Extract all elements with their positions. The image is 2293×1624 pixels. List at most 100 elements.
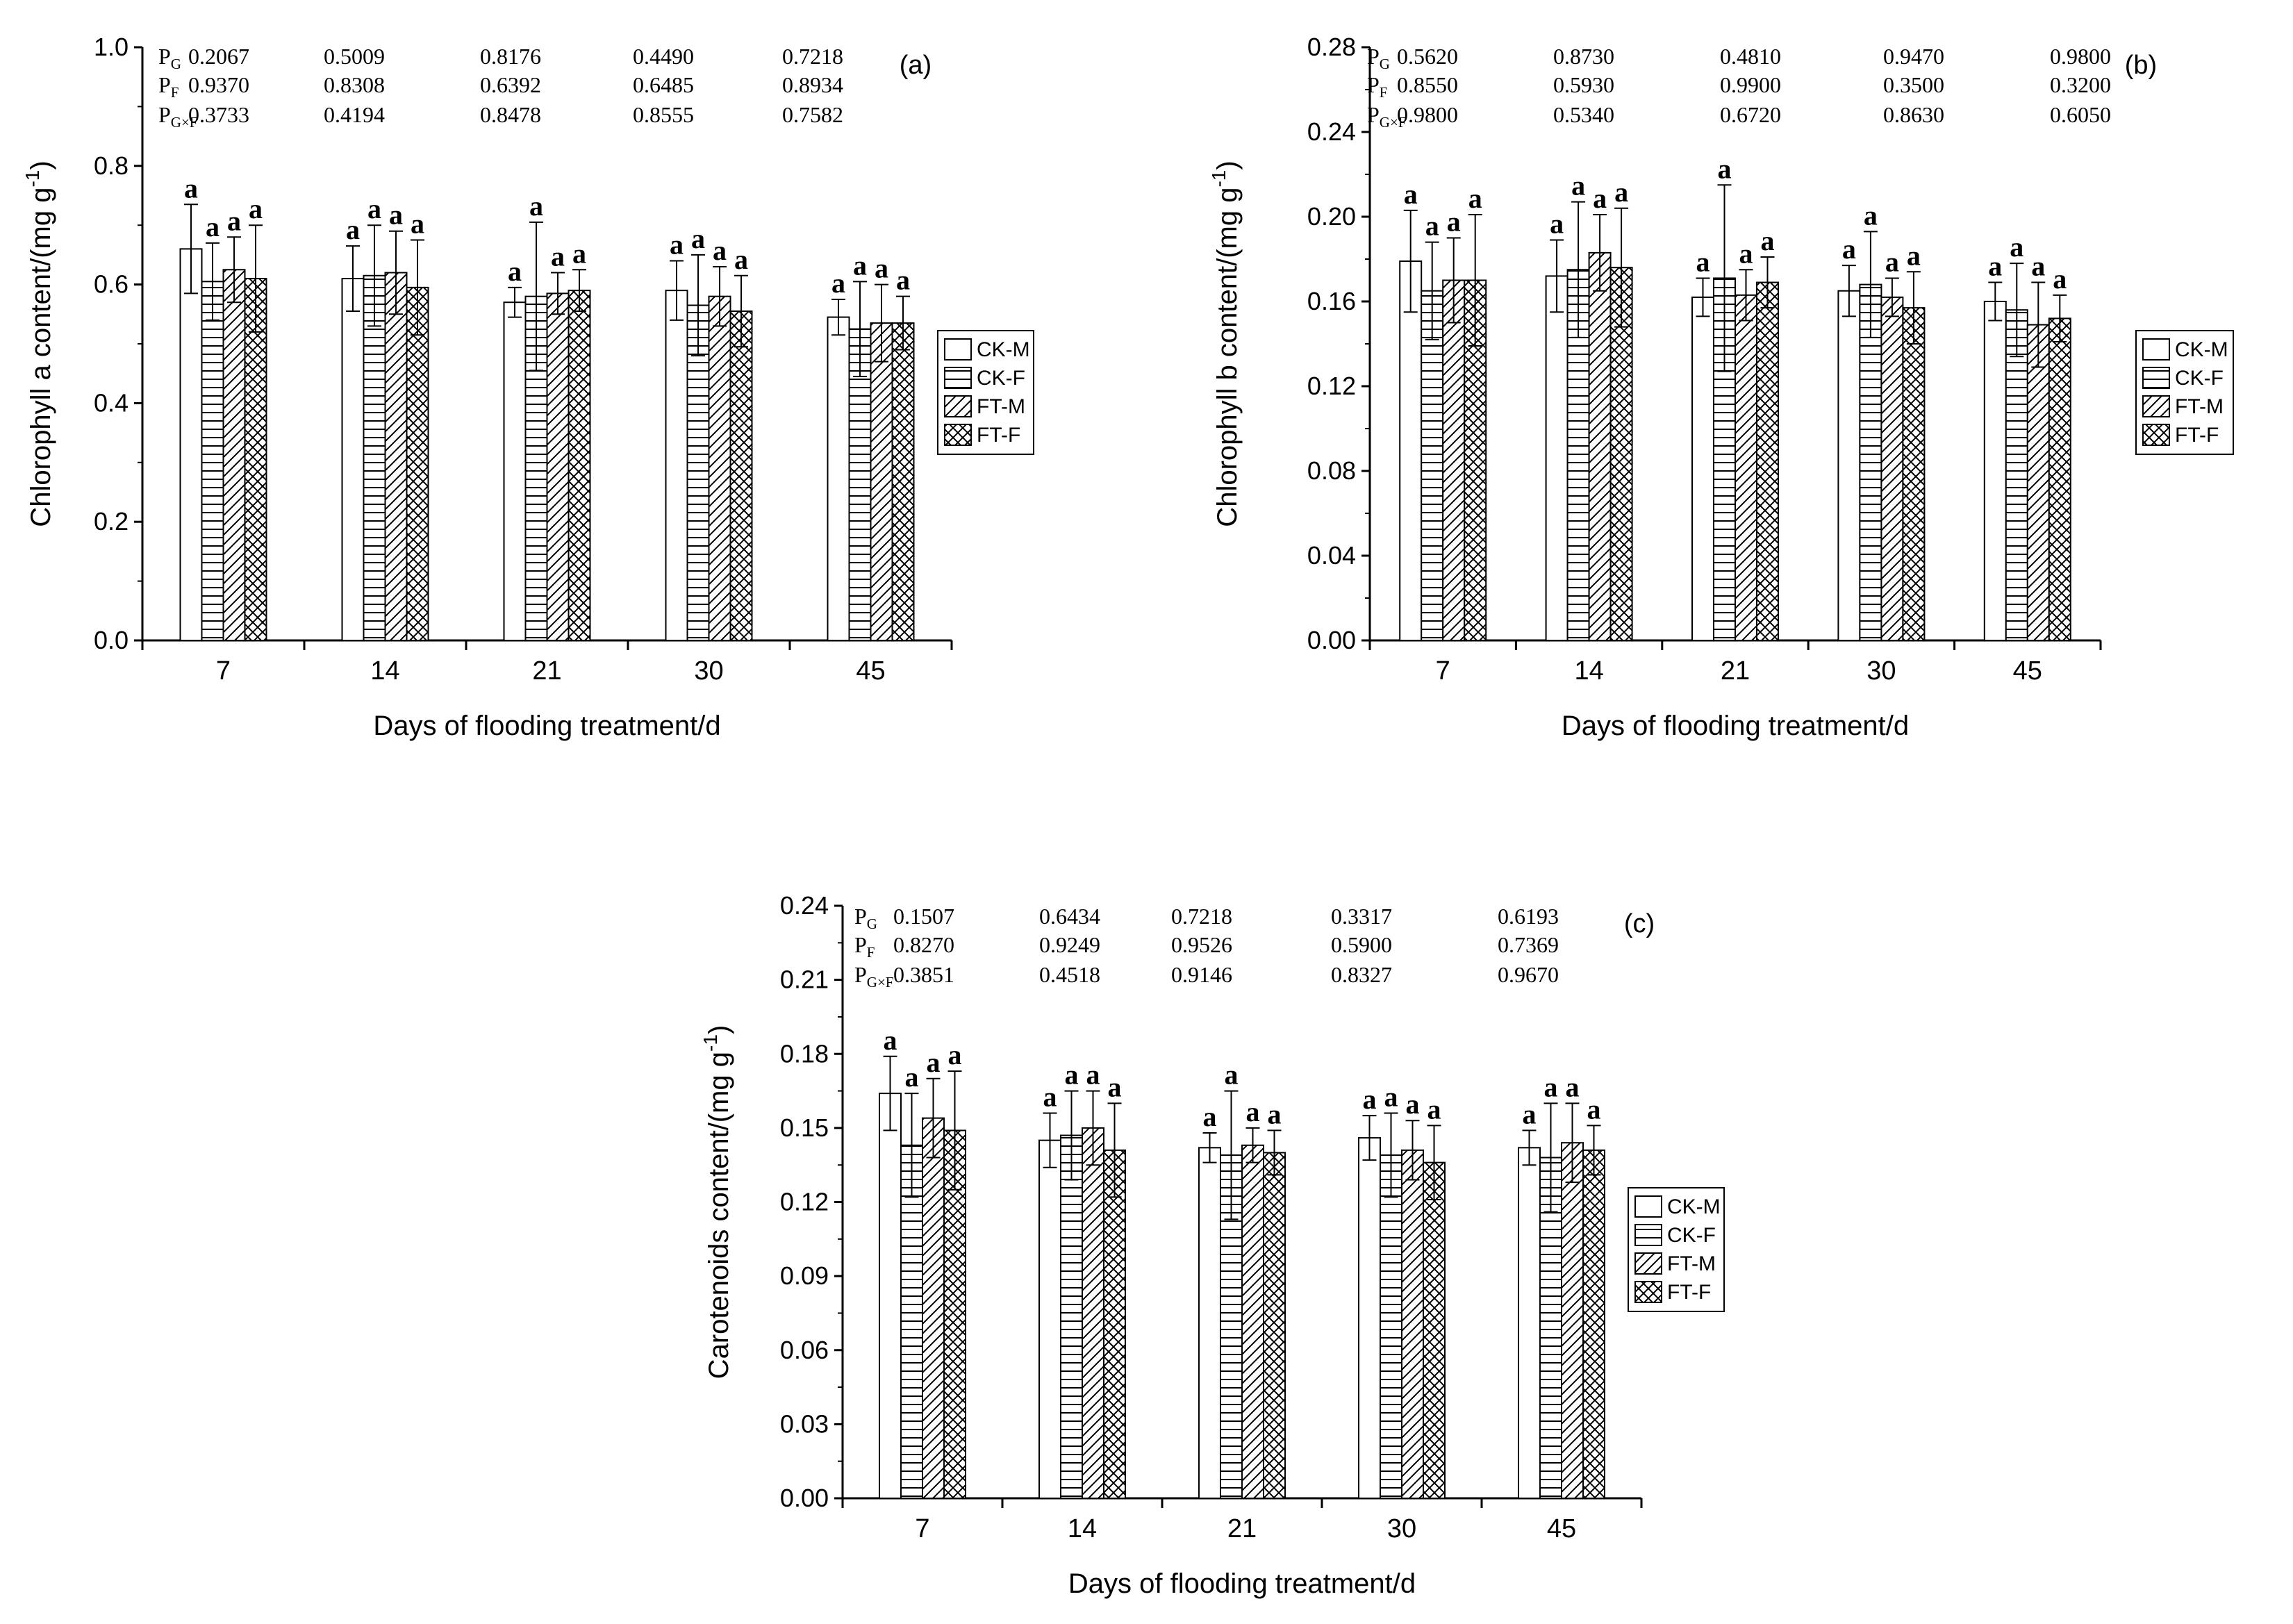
significance-letter: a [831,267,845,299]
significance-letter: a [249,193,263,224]
x-tick-label: 14 [1068,1514,1097,1543]
x-tick-label: 7 [216,656,231,686]
stat-value: 0.1507 [893,904,954,929]
significance-letter: a [2010,231,2023,263]
bar-ck-m [1518,1147,1541,1500]
legend-swatch-ft-m [2142,395,2170,417]
bar-ck-m [1198,1147,1221,1500]
stat-value: 0.7218 [782,44,843,69]
bar-ck-f [201,281,224,641]
significance-letter: a [1225,1059,1239,1091]
legend-label-ft-m: FT-M [1667,1252,1716,1275]
x-tick-label: 21 [1227,1514,1257,1543]
bar-ft-f [1902,307,1926,641]
significance-letter: a [1885,246,1899,277]
bar-ck-f [848,328,872,641]
stat-value: 0.9146 [1171,962,1232,987]
y-tick-label: 0.0 [94,626,129,654]
significance-letter: a [572,238,586,269]
significance-letter: a [1739,238,1753,269]
bar-ft-f [729,310,753,641]
y-tick-label: 0.24 [1307,117,1356,146]
bar-ft-m [1082,1127,1104,1499]
legend-swatch-ck-f [944,367,972,389]
bar-ck-m [1691,296,1714,641]
stat-value: 0.8630 [1883,102,1944,127]
bar-ck-f [2005,309,2028,641]
stat-value: 0.9670 [1498,962,1559,987]
bar-ck-m [179,248,203,641]
y-tick-label: 0.4 [94,388,129,417]
significance-letter: a [670,229,684,260]
bar-ft-m [870,322,893,641]
bar-ft-m [708,295,731,641]
stat-value: 0.8176 [480,44,541,69]
significance-letter: a [367,193,381,224]
significance-letter: a [1550,208,1564,240]
bar-ft-m [546,292,570,641]
significance-letter: a [529,190,543,222]
significance-letter: a [1246,1096,1260,1127]
bar-ck-m [879,1093,902,1500]
significance-letter: a [948,1039,962,1070]
y-tick-label: 0.00 [780,1484,829,1512]
panel-tag: (c) [1624,909,1655,938]
significance-letter: a [2031,251,2045,282]
stat-value: 0.8327 [1331,962,1392,987]
y-tick-label: 0.24 [780,891,829,920]
y-tick-label: 0.2 [94,507,129,536]
significance-letter: a [905,1061,919,1093]
bar-ck-f [1539,1157,1562,1500]
legend-swatch-ck-f [2142,367,2170,389]
stat-row-label: PF [158,72,179,101]
significance-letter: a [206,211,220,242]
bar-ft-f [244,278,267,641]
significance-letter: a [1761,225,1775,256]
bar-ft-m [1735,294,1757,641]
legend-swatch-ck-m [1634,1195,1662,1218]
significance-letter: a [713,235,727,266]
legend-swatch-ft-m [1634,1252,1662,1275]
significance-letter: a [1718,153,1732,184]
significance-letter: a [1566,1071,1580,1102]
significance-letter: a [1614,176,1628,208]
y-tick-label: 0.6 [94,270,129,299]
y-tick-label: 0.04 [1307,541,1356,570]
bar-ck-f [900,1144,923,1499]
stat-value: 0.5340 [1553,102,1614,127]
bar-ft-f [1103,1149,1126,1500]
significance-letter: a [875,253,888,284]
legend-swatch-ft-f [2142,424,2170,446]
bar-ft-m [222,269,246,641]
legend-label-ft-f: FT-F [2175,424,2219,447]
bar-ft-f [1263,1152,1286,1499]
y-tick-label: 0.03 [780,1409,829,1438]
stat-value: 0.3500 [1883,72,1944,97]
bar-ft-f [1423,1161,1446,1499]
bar-ft-m [2026,324,2050,641]
legend-label-ck-f: CK-F [2175,367,2224,390]
bar-ck-f [686,304,710,641]
stat-value: 0.8308 [324,72,385,97]
legend-label-ck-f: CK-F [977,367,1025,390]
y-tick-label: 0.09 [780,1261,829,1290]
bar-ck-m [1983,301,2007,641]
bar-ft-f [2048,317,2071,641]
significance-letter: a [1468,183,1482,214]
x-axis-title: Days of flooding treatment/d [1068,1568,1416,1599]
significance-letter: a [927,1047,941,1078]
stat-value: 0.9800 [1397,102,1458,127]
y-tick-label: 0.15 [780,1113,829,1142]
stat-value: 0.9249 [1039,932,1100,957]
stat-row-label: PF [854,932,875,961]
legend-label-ck-f: CK-F [1667,1224,1716,1247]
stat-row-label: PF [1367,72,1387,101]
x-tick-label: 21 [532,656,561,686]
bar-ft-m [1588,251,1612,642]
x-axis-title: Days of flooding treatment/d [373,711,720,741]
legend-label-ft-f: FT-F [977,424,1020,447]
bar-ft-m [384,272,408,641]
significance-letter: a [1587,1093,1601,1125]
